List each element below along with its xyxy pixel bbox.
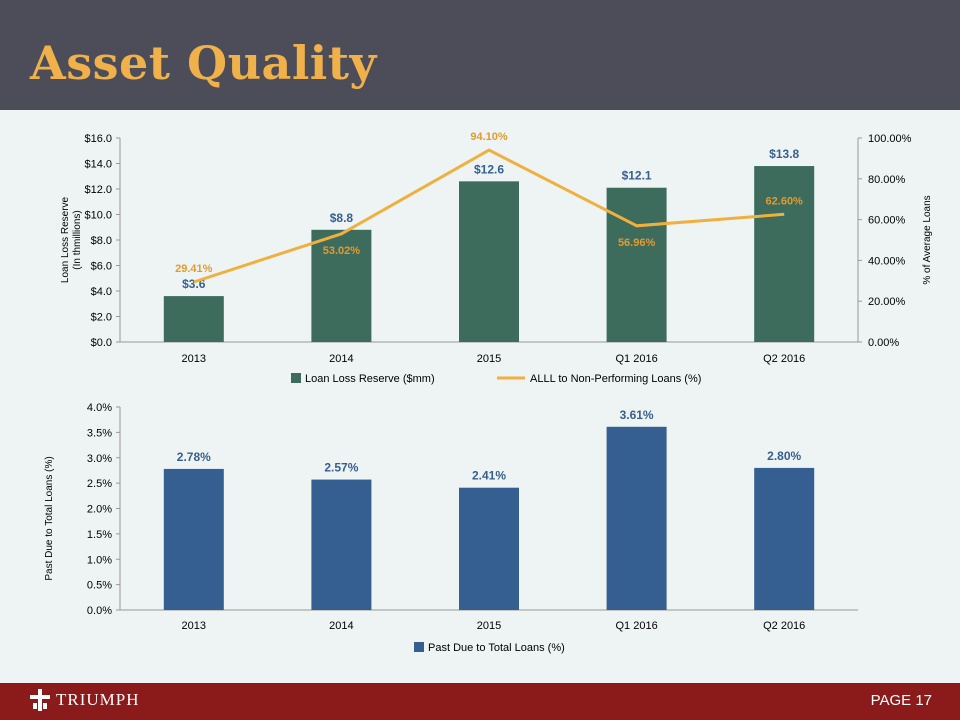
bar-data-label: 2.41% [472, 469, 506, 483]
y-tick-label: 3.5% [87, 427, 112, 439]
bar-loan-loss-reserve [459, 181, 519, 342]
legend-label-line: ALLL to Non-Performing Loans (%) [530, 373, 701, 385]
y-tick-label: $16.0 [84, 133, 112, 145]
bar-data-label: 2.78% [177, 450, 211, 464]
y-tick-label: 2.0% [87, 504, 112, 516]
y-tick-label: $10.0 [84, 210, 112, 222]
x-tick-label: Q1 2016 [615, 620, 657, 632]
bar-past-due [163, 468, 224, 610]
x-tick-label: 2014 [329, 353, 353, 365]
line-data-label: 29.41% [175, 263, 213, 275]
legend-label-bar: Loan Loss Reserve ($mm) [305, 373, 435, 385]
bar-past-due [311, 479, 372, 610]
x-tick-label: 2013 [182, 353, 206, 365]
y-tick-label: 4.0% [87, 402, 112, 414]
line-data-label: 56.96% [618, 237, 656, 249]
page-title: Asset Quality [30, 36, 377, 90]
y2-tick-label: 60.00% [868, 215, 906, 227]
bar-data-label: $12.1 [622, 169, 652, 183]
y-tick-label: 0.5% [87, 580, 112, 592]
company-logo: TRIUMPH [30, 689, 140, 711]
series-line-alll [193, 148, 785, 284]
bar-data-label: 2.80% [767, 449, 801, 463]
x-tick-label: 2015 [477, 353, 501, 365]
bar-loan-loss-reserve [754, 166, 815, 342]
x-tick-label: 2013 [182, 620, 206, 632]
line-data-label: 94.10% [470, 131, 508, 143]
y-axis-title: Loan Loss Reserve(In thmillions) [60, 196, 83, 283]
line-data-label: 62.60% [766, 195, 804, 207]
bar-data-label: 2.57% [324, 461, 358, 475]
footer-bar [0, 683, 960, 720]
y-tick-label: $14.0 [84, 159, 112, 171]
y-tick-label: 2.5% [87, 478, 112, 490]
y-tick-label: $2.0 [91, 312, 112, 324]
x-tick-label: 2015 [477, 620, 501, 632]
x-tick-label: Q2 2016 [763, 353, 805, 365]
bar-loan-loss-reserve [163, 296, 224, 342]
y-tick-label: 3.0% [87, 453, 112, 465]
legend-label-bar: Past Due to Total Loans (%) [428, 642, 565, 654]
bar-data-label: $8.8 [330, 211, 354, 225]
bar-data-label: $13.8 [769, 147, 799, 161]
bar-data-label: $12.6 [474, 162, 504, 176]
y-axis-title: Past Due to Total Loans (%) [44, 456, 55, 580]
line-data-label: 53.02% [323, 245, 361, 257]
past-due-chart: 0.0% 0.5% 1.0% 1.5% 2.0% 2.5% 3.0% 3.5% 4.0% Past… [44, 402, 858, 654]
loan-loss-reserve-chart: $0.0 $2.0 $4.0 $6.0 $8.0 $10.0 $12.0 $14.0 $16.0… [60, 131, 933, 385]
y-tick-label: $12.0 [84, 184, 112, 196]
y2-tick-label: 40.00% [868, 255, 906, 267]
y2-tick-label: 100.00% [868, 133, 912, 145]
cross-logo-icon [30, 689, 50, 711]
y-tick-label: $4.0 [91, 286, 112, 298]
logo-text: TRIUMPH [56, 690, 140, 709]
x-tick-label: Q1 2016 [615, 353, 657, 365]
y-tick-label: $6.0 [91, 261, 112, 273]
bar-past-due [754, 467, 815, 610]
y-tick-label: $0.0 [91, 337, 112, 349]
header-bar [0, 0, 960, 110]
bar-loan-loss-reserve [606, 187, 667, 342]
bar-loan-loss-reserve [311, 229, 372, 342]
page-number: PAGE 17 [870, 692, 932, 709]
y-tick-label: $8.0 [91, 235, 112, 247]
y-tick-label: 1.5% [87, 529, 112, 541]
y2-tick-label: 80.00% [868, 174, 906, 186]
y-tick-label: 1.0% [87, 554, 112, 566]
legend-swatch-bar [414, 642, 424, 652]
bar-past-due [459, 487, 519, 610]
bar-data-label: 3.61% [620, 408, 654, 422]
y2-axis-title: % of Average Loans [922, 195, 933, 284]
y2-tick-label: 20.00% [868, 296, 906, 308]
x-tick-label: 2014 [329, 620, 353, 632]
bar-past-due [606, 426, 667, 610]
legend-swatch-bar [291, 373, 301, 383]
y-tick-label: 0.0% [87, 605, 112, 617]
x-tick-label: Q2 2016 [763, 620, 805, 632]
y2-tick-label: 0.00% [868, 337, 899, 349]
